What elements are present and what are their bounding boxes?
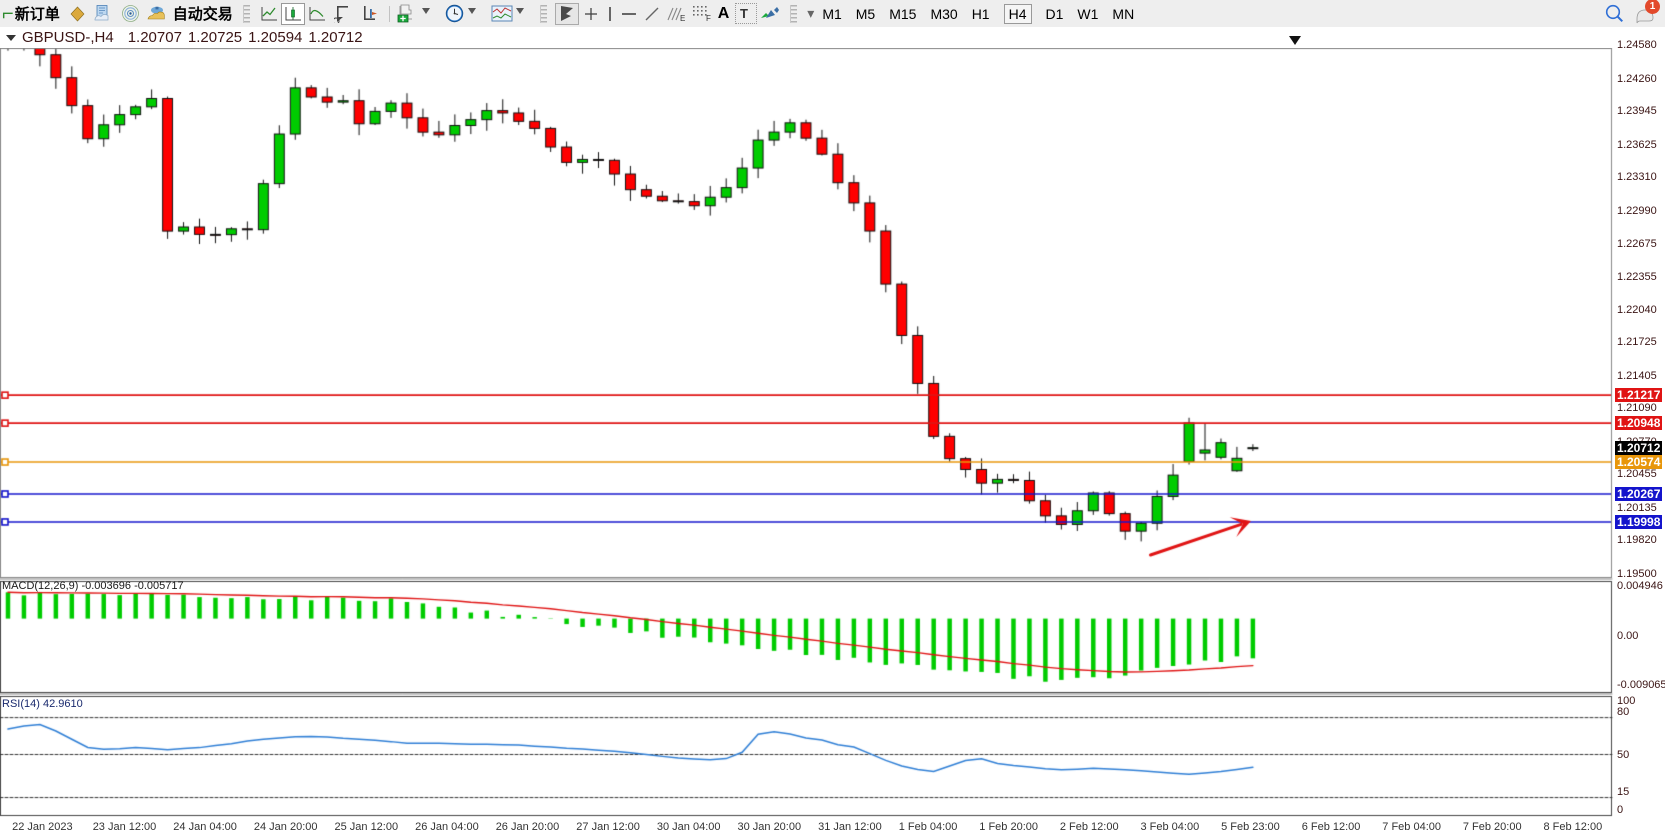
svg-text:T: T [740, 6, 748, 21]
svg-text:E: E [680, 14, 685, 23]
svg-text:F: F [706, 14, 711, 23]
